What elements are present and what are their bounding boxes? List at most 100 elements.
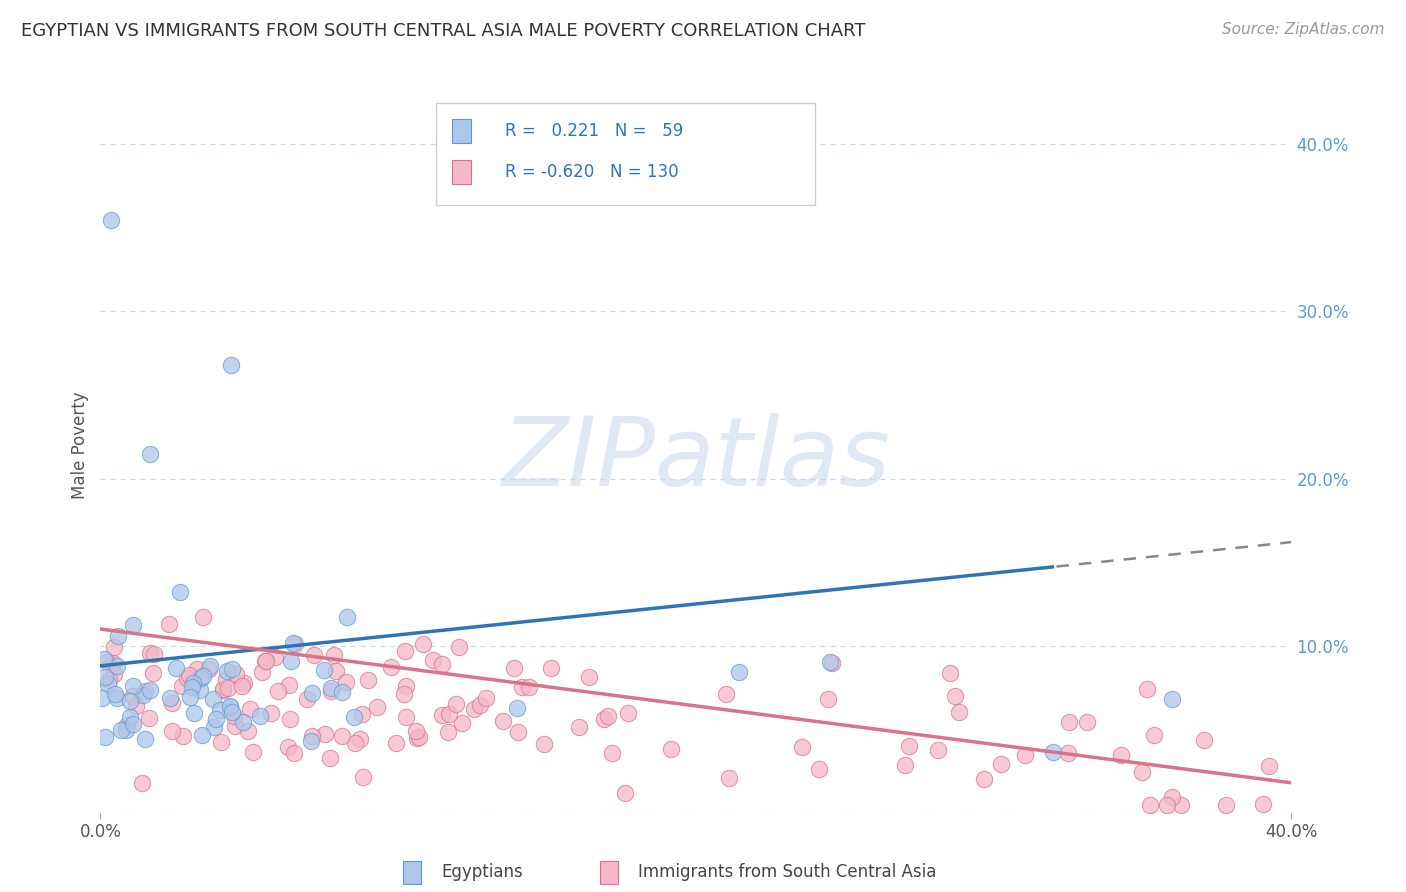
Point [349,731,371,746]
Point [215,664,238,678]
Point [94,730,117,744]
Point [277,678,299,692]
Point [1160,790,1182,805]
Point [468,698,491,712]
Point [330,729,353,743]
Point [325,664,347,678]
Point [405,723,427,738]
Point [221,661,243,675]
Point [1156,797,1178,812]
Point [96,655,118,669]
Point [260,706,283,721]
Point [90,690,112,705]
Point [277,739,299,754]
Point [449,640,471,654]
Point [301,729,323,743]
Point [211,682,233,697]
Point [172,679,194,693]
Point [122,690,145,704]
Point [593,712,616,726]
Point [302,648,325,662]
Point [517,680,540,694]
Point [118,694,141,708]
Point [222,709,245,723]
Point [198,659,221,673]
Point [232,715,254,730]
Point [728,665,751,679]
Point [1161,692,1184,706]
Point [238,724,260,739]
Point [356,673,378,687]
Point [1076,714,1098,729]
Point [103,640,125,655]
Point [336,609,359,624]
Point [444,697,467,711]
Point [110,723,132,738]
Point [201,691,224,706]
Point [198,662,221,676]
Point [191,669,214,683]
Text: Source: ZipAtlas.com: Source: ZipAtlas.com [1222,22,1385,37]
Point [299,733,322,747]
Point [596,709,619,723]
Point [578,670,600,684]
Text: Immigrants from South Central Asia: Immigrants from South Central Asia [638,863,936,881]
Point [139,446,162,460]
Point [115,718,138,732]
Point [1042,745,1064,759]
Point [821,656,844,670]
Point [943,689,966,703]
Point [350,707,373,722]
Point [233,675,256,690]
Point [254,654,277,668]
Point [540,661,562,675]
Point [209,735,232,749]
Point [224,719,246,733]
Point [104,687,127,701]
Point [181,676,204,690]
Point [105,658,128,673]
Point [366,700,388,714]
Y-axis label: Male Poverty: Male Poverty [72,392,89,499]
Point [139,647,162,661]
Text: ZIPatlas: ZIPatlas [502,413,890,507]
Point [280,654,302,668]
Point [118,709,141,723]
Point [93,651,115,665]
Point [100,212,122,227]
Text: R =   0.221   N =   59: R = 0.221 N = 59 [505,122,683,140]
Point [394,687,416,701]
Point [134,683,156,698]
Point [122,716,145,731]
Point [1109,747,1132,762]
Point [225,666,247,681]
Point [463,702,485,716]
Point [212,682,235,697]
Point [1251,797,1274,811]
Point [395,679,418,693]
Point [97,677,120,691]
Point [186,662,208,676]
Point [385,736,408,750]
Point [105,690,128,705]
Point [183,706,205,721]
Point [807,762,830,776]
Point [250,665,273,679]
Point [162,696,184,710]
Point [437,725,460,739]
Point [1057,746,1080,760]
Point [1143,728,1166,742]
Point [283,746,305,760]
Point [533,738,555,752]
Text: EGYPTIAN VS IMMIGRANTS FROM SOUTH CENTRAL ASIA MALE POVERTY CORRELATION CHART: EGYPTIAN VS IMMIGRANTS FROM SOUTH CENTRA… [21,22,866,40]
Point [323,648,346,662]
Text: Egyptians: Egyptians [441,863,523,881]
Point [510,680,533,694]
Point [1057,715,1080,730]
Point [321,681,343,695]
Point [437,706,460,721]
Point [430,657,453,672]
Point [1130,765,1153,780]
Point [422,653,444,667]
Point [718,771,741,785]
